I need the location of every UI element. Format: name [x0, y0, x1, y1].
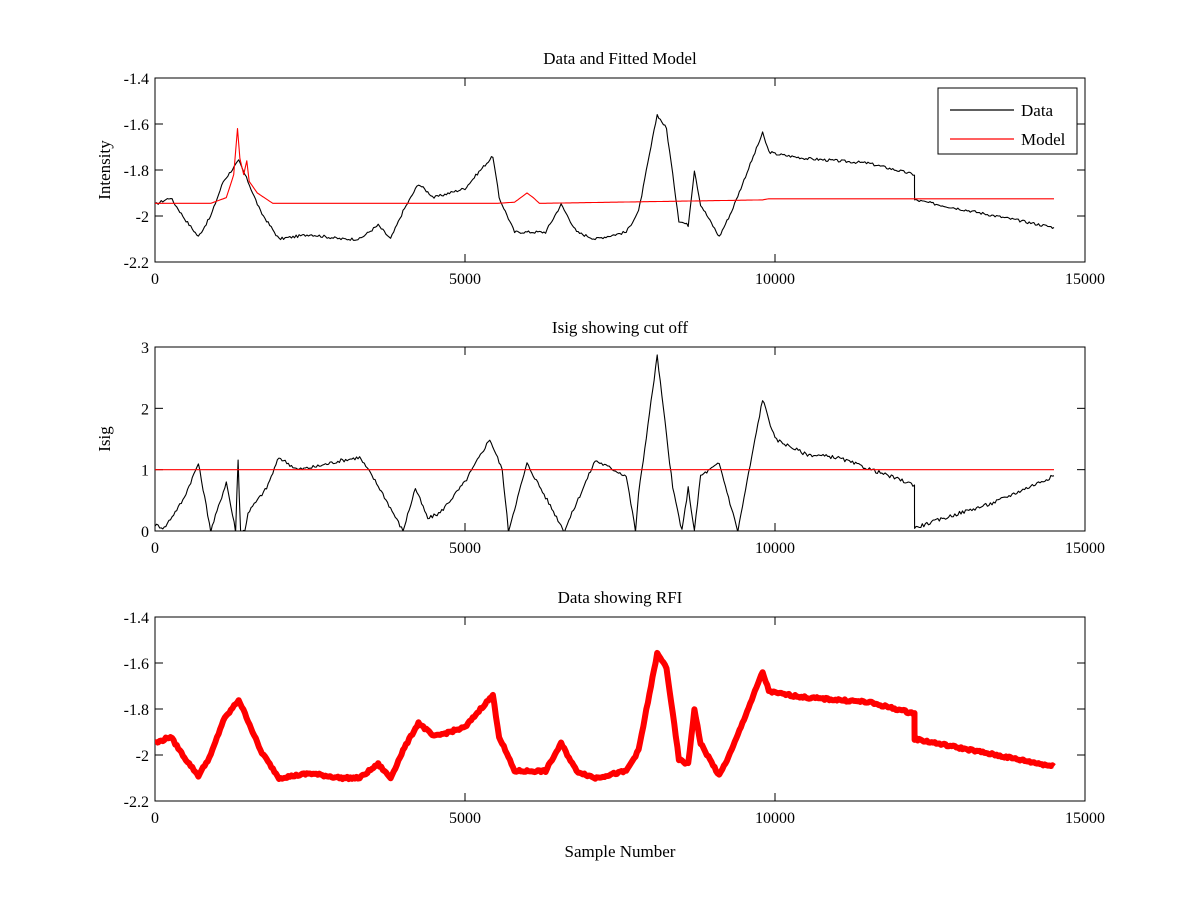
y-tick-label: -1.6 — [124, 117, 149, 134]
legend: Data Model — [937, 87, 1078, 155]
y-axis-label: Isig — [95, 426, 114, 452]
y-tick-label: 0 — [141, 524, 149, 541]
y-tick-label: -1.6 — [124, 656, 149, 673]
x-tick-label: 0 — [151, 271, 159, 288]
plot-area — [154, 77, 1086, 263]
plot-area — [154, 346, 1086, 532]
x-axis-label: Sample Number — [565, 842, 676, 861]
chart-panel-1: Data and Fitted Model 0 5000 10000 15000 -2.2… — [95, 49, 1105, 288]
chart-panel-2: Isig showing cut off 0 5000 10000 15000 0 1 2 3 I… — [95, 318, 1105, 557]
y-tick-label: 1 — [141, 463, 149, 480]
series-line-isig — [155, 354, 1055, 531]
x-tick-label: 5000 — [449, 540, 481, 557]
legend-entry: Data — [1021, 101, 1054, 120]
y-tick-label: -2.2 — [124, 794, 149, 811]
y-tick-label: -1.4 — [124, 610, 149, 627]
x-tick-label: 10000 — [755, 271, 795, 288]
x-tick-label: 0 — [151, 540, 159, 557]
y-tick-label: -1.8 — [124, 702, 149, 719]
x-tick-label: 5000 — [449, 810, 481, 827]
y-tick-label: 3 — [141, 340, 149, 357]
legend-entry: Model — [1021, 130, 1066, 149]
series-line-rfi — [155, 649, 1056, 783]
y-tick-label: -2 — [136, 748, 149, 765]
y-tick-label: -2.2 — [124, 255, 149, 272]
y-tick-label: -2 — [136, 209, 149, 226]
y-tick-label: 2 — [141, 401, 149, 418]
y-tick-label: -1.4 — [124, 71, 149, 88]
series-line-model — [155, 128, 1054, 204]
chart-title: Data showing RFI — [558, 588, 683, 607]
legend-box — [937, 87, 1078, 155]
chart-title: Data and Fitted Model — [543, 49, 697, 68]
x-tick-label: 15000 — [1065, 540, 1105, 557]
x-tick-label: 15000 — [1065, 810, 1105, 827]
y-axis-label: Intensity — [95, 140, 114, 200]
x-tick-label: 10000 — [755, 810, 795, 827]
x-tick-label: 0 — [151, 810, 159, 827]
x-tick-label: 15000 — [1065, 271, 1105, 288]
x-tick-label: 5000 — [449, 271, 481, 288]
chart-panel-3: Data showing RFI 0 5000 10000 15000 -2.2 -2 -1.… — [124, 588, 1105, 861]
y-tick-label: -1.8 — [124, 163, 149, 180]
chart-title: Isig showing cut off — [552, 318, 688, 337]
x-tick-label: 10000 — [755, 540, 795, 557]
series-line-data — [155, 114, 1055, 241]
